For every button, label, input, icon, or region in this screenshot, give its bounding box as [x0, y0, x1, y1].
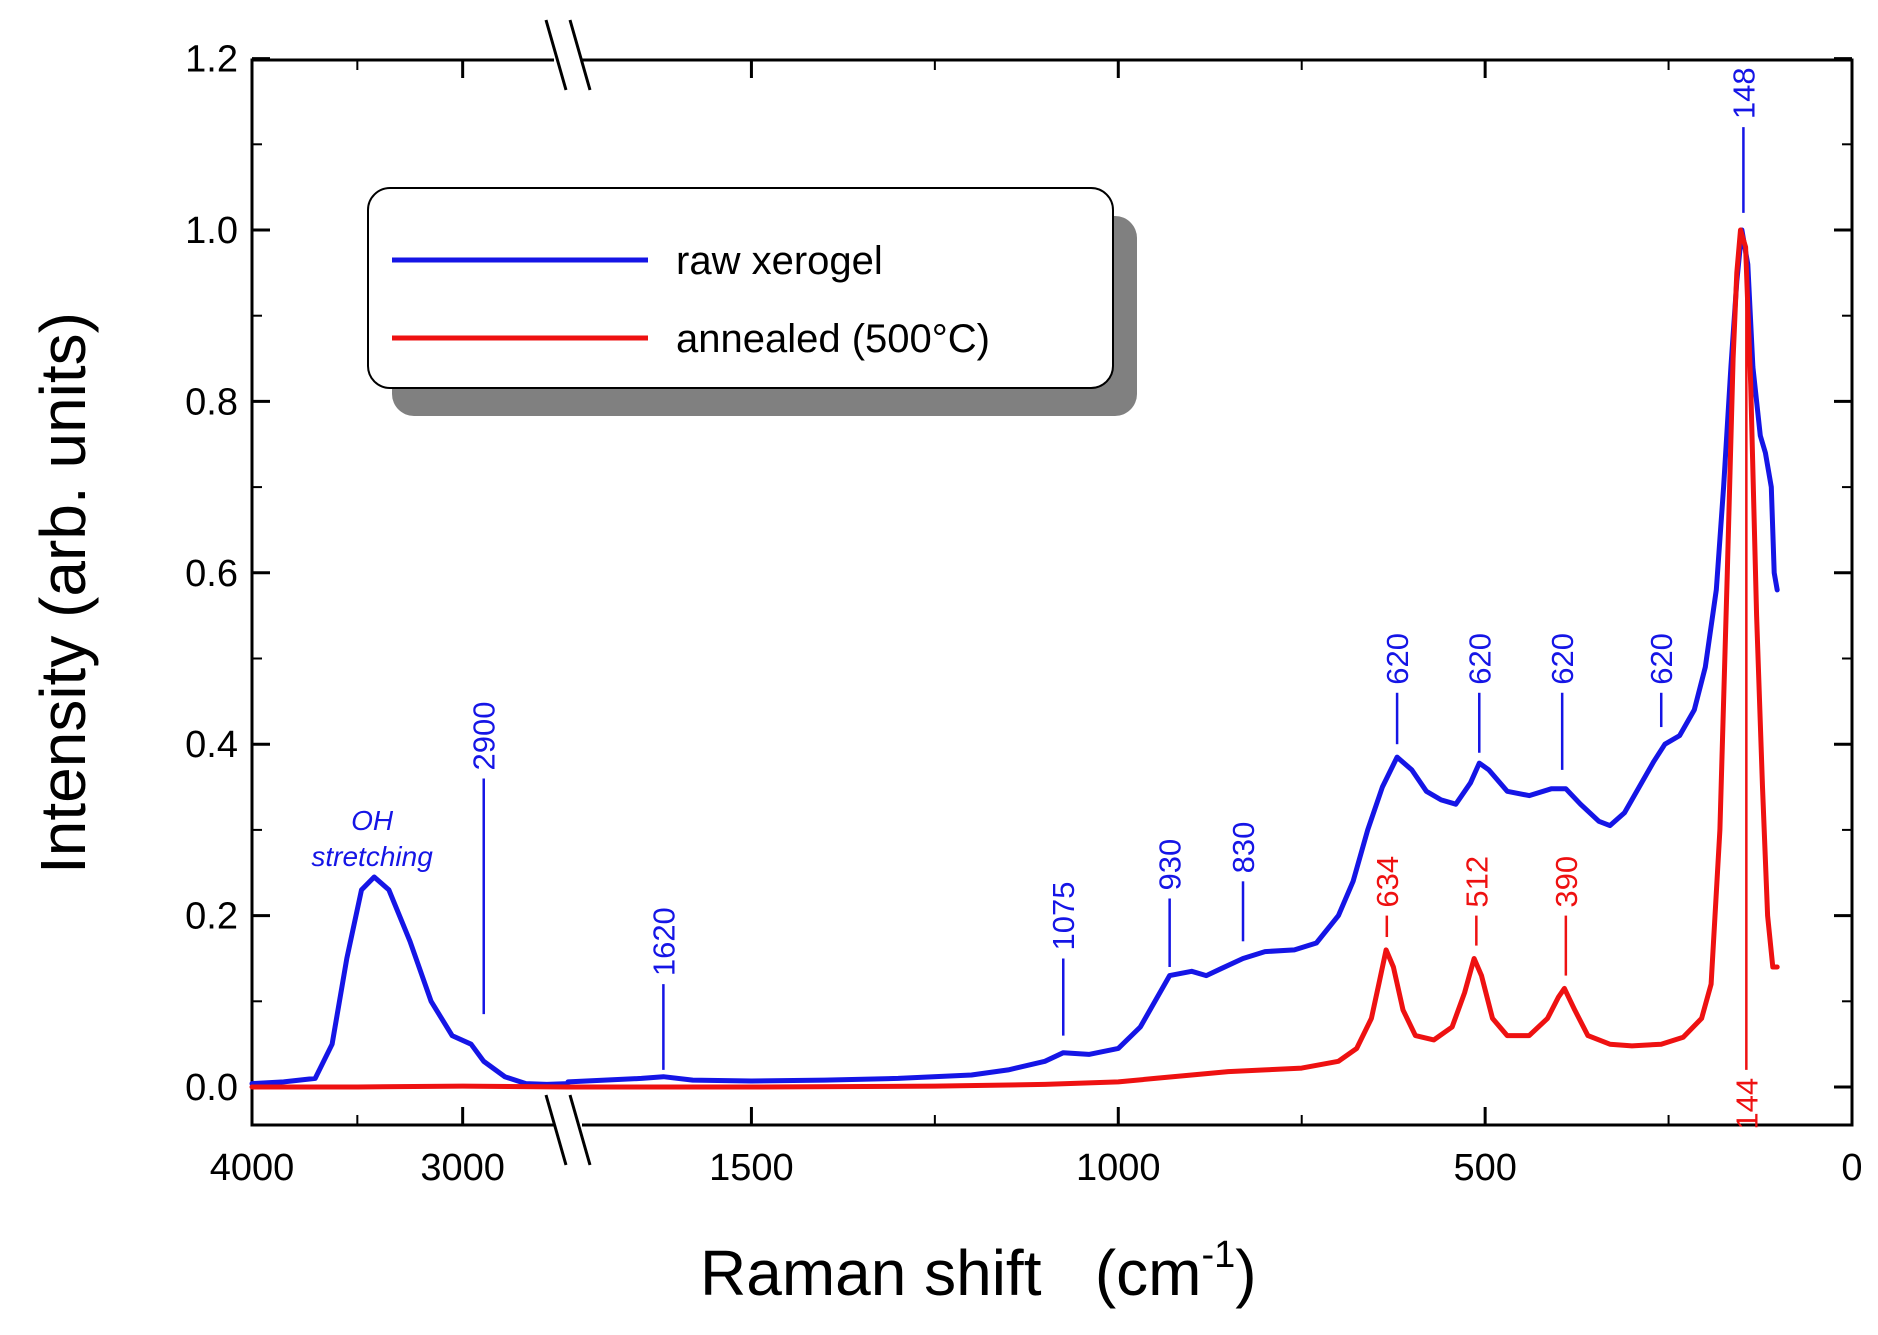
- peak-label: 620: [1545, 633, 1580, 685]
- x-tick-label: 1000: [1076, 1147, 1161, 1189]
- axis-break-gap: [554, 1121, 582, 1129]
- peak-label: 1620: [646, 907, 681, 976]
- axis-break-slash: [544, 1094, 568, 1166]
- y-axis-title: Intensity (arb. units): [27, 312, 99, 874]
- peak-label: 1075: [1046, 881, 1081, 950]
- peak-label: 620: [1462, 633, 1497, 685]
- peak-label: 148: [1726, 67, 1761, 119]
- y-axis-ticks: 0.0 0.2 0.4 0.6 0.8 1.0 1.2: [185, 39, 1852, 1109]
- annotations: OH stretching: [311, 805, 433, 872]
- peak-label: 144: [1729, 1078, 1764, 1130]
- axis-break-gap: [554, 56, 582, 64]
- annotation-text: OH: [351, 805, 394, 836]
- peak-label: 620: [1644, 633, 1679, 685]
- y-tick-label: 0.4: [185, 724, 238, 766]
- peak-labels: 2900 1620 1075 930 830 620 620 620 620 148 634 512 3…: [467, 67, 1765, 1129]
- legend-label-annealed: annealed (500°C): [676, 317, 990, 361]
- x-axis-title-close: ): [1235, 1237, 1256, 1309]
- legend: raw xerogel annealed (500°C): [367, 187, 1137, 416]
- y-tick-label: 0.6: [185, 553, 238, 595]
- axis-break-slash: [568, 19, 592, 91]
- x-tick-label: 0: [1841, 1147, 1862, 1189]
- series-layer: [249, 227, 1780, 1090]
- peak-label: 390: [1549, 856, 1584, 908]
- peak-label: 830: [1226, 822, 1261, 874]
- peak-label: 620: [1380, 633, 1415, 685]
- plot-frame: [250, 58, 1854, 1127]
- series-line-raw-xerogel: [249, 227, 1780, 1087]
- x-axis-ticks: 4000 3000 1500 1000 500 0: [210, 60, 1863, 1189]
- axis-break-slash: [544, 19, 568, 91]
- x-tick-label: 3000: [420, 1147, 505, 1189]
- axis-break-slash: [568, 1094, 592, 1166]
- x-tick-label: 500: [1453, 1147, 1516, 1189]
- y-tick-label: 0.0: [185, 1067, 238, 1109]
- x-tick-label: 1500: [709, 1147, 794, 1189]
- legend-label-raw: raw xerogel: [676, 239, 883, 283]
- peak-label: 512: [1459, 856, 1494, 908]
- x-axis-title-sup: -1: [1201, 1234, 1235, 1276]
- axis-break-marks: [544, 19, 592, 1166]
- peak-label: 634: [1370, 856, 1405, 908]
- y-tick-label: 1.2: [185, 39, 238, 81]
- y-tick-label: 1.0: [185, 210, 238, 252]
- x-axis-title-main: Raman shift (cm: [700, 1237, 1201, 1309]
- annotation-text: stretching: [311, 841, 433, 872]
- y-tick-label: 0.2: [185, 896, 238, 938]
- y-tick-label: 0.8: [185, 381, 238, 423]
- x-tick-label: 4000: [210, 1147, 295, 1189]
- series-line-annealed: [249, 227, 1780, 1090]
- x-axis-title: Raman shift (cm-1): [700, 1234, 1257, 1309]
- peak-label: 930: [1153, 839, 1188, 891]
- peak-label: 2900: [467, 702, 502, 771]
